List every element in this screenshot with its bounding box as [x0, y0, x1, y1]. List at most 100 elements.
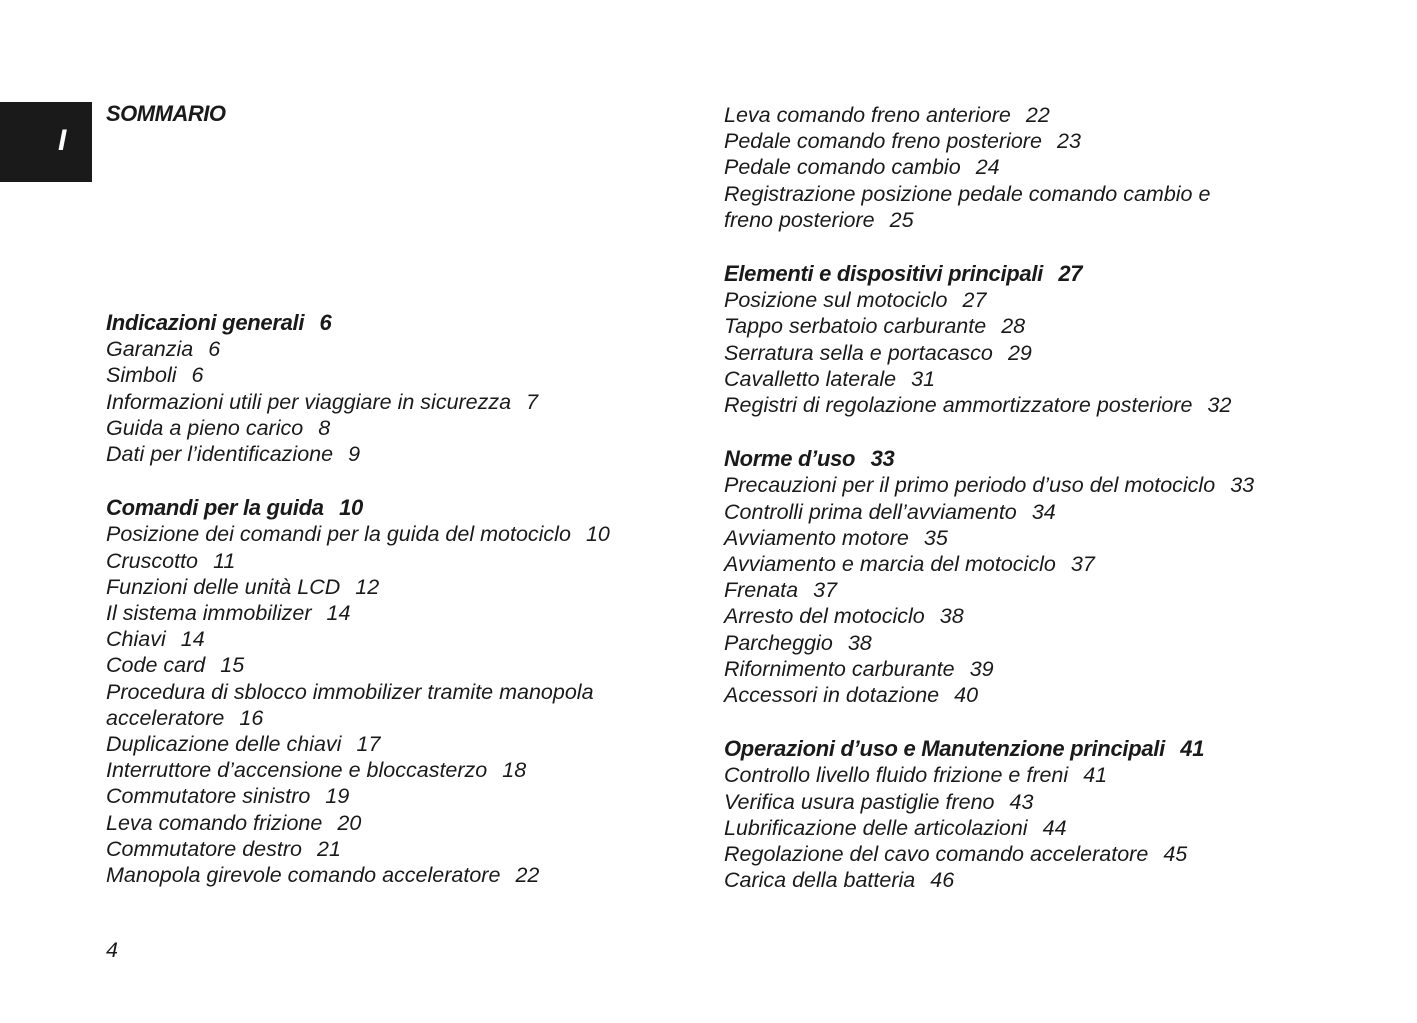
toc-entry[interactable]: Chiavi 14 — [106, 626, 610, 652]
entry-title: Rifornimento carburante — [724, 656, 955, 681]
entry-title: Pedale comando cambio — [724, 155, 961, 180]
entry-title: Registrazione posizione pedale comando c… — [724, 181, 1211, 232]
toc-entry[interactable]: Simboli 6 — [106, 362, 610, 388]
entry-title: Procedura di sblocco immobilizer tramite… — [106, 679, 594, 730]
toc-entry[interactable]: Accessori in dotazione 40 — [724, 682, 1254, 708]
toc-entry[interactable]: Controlli prima dell’avviamento 34 — [724, 499, 1254, 525]
entry-title: Il sistema immobilizer — [106, 601, 312, 626]
toc-entry[interactable]: Parcheggio 38 — [724, 630, 1254, 656]
entry-page: 8 — [318, 415, 331, 440]
entry-title: Commutatore sinistro — [106, 784, 311, 809]
toc-entry[interactable]: Code card 15 — [106, 652, 610, 678]
toc-entry[interactable]: Commutatore destro 21 — [106, 836, 610, 862]
entry-title: Pedale comando freno posteriore — [724, 129, 1042, 154]
entry-page: 10 — [585, 522, 610, 547]
toc-entry[interactable]: Rifornimento carburante 39 — [724, 656, 1254, 682]
toc-entry[interactable]: Duplicazione delle chiavi 17 — [106, 731, 610, 757]
entry-title: Dati per l’identificazione — [106, 442, 334, 467]
tab-letter: I — [58, 124, 67, 157]
toc-entry[interactable]: Pedale comando cambio 24 — [724, 154, 1254, 180]
section-heading[interactable]: Norme d’uso 33 — [724, 446, 1254, 472]
section-heading[interactable]: Elementi e dispositivi principali 27 — [724, 261, 1254, 287]
toc-section: Indicazioni generali 6 Garanzia 6 Simboli 6 In… — [106, 310, 610, 467]
entry-page: 33 — [1230, 473, 1255, 498]
toc-entry[interactable]: Garanzia 6 — [106, 336, 610, 362]
entry-page: 29 — [1007, 340, 1032, 365]
entry-title: Avviamento e marcia del motociclo — [724, 552, 1056, 577]
toc-entry[interactable]: Controllo livello fluido frizione e fren… — [724, 762, 1254, 788]
entry-title: Verifica usura pastiglie freno — [724, 789, 995, 814]
toc-right-column: Leva comando freno anteriore 22 Pedale com… — [724, 102, 1254, 921]
entry-title: Arresto del motociclo — [724, 604, 925, 629]
entry-title: Duplicazione delle chiavi — [106, 732, 342, 757]
entry-page: 35 — [923, 525, 948, 550]
toc-section: Comandi per la guida 10 Posizione dei coma… — [106, 495, 610, 888]
toc-section: Leva comando freno anteriore 22 Pedale com… — [724, 102, 1254, 233]
entry-title: Leva comando freno anteriore — [724, 103, 1011, 127]
toc-entry[interactable]: Arresto del motociclo 38 — [724, 603, 1254, 629]
entry-page: 43 — [1009, 789, 1034, 814]
section-page: 33 — [870, 446, 895, 472]
toc-entry[interactable]: Dati per l’identificazione 9 — [106, 441, 610, 467]
toc-entry[interactable]: Avviamento e marcia del motociclo 37 — [724, 551, 1254, 577]
entry-title: Parcheggio — [724, 630, 833, 655]
entry-title: Regolazione del cavo comando accelerator… — [724, 842, 1149, 867]
toc-entry[interactable]: Carica della batteria 46 — [724, 867, 1254, 893]
entry-page: 25 — [889, 207, 914, 232]
entry-title: Code card — [106, 653, 206, 678]
toc-entry[interactable]: Funzioni delle unità LCD 12 — [106, 574, 610, 600]
toc-entry[interactable]: Registri di regolazione ammortizzatore p… — [724, 392, 1254, 418]
section-heading[interactable]: Indicazioni generali 6 — [106, 310, 610, 336]
entry-title: Chiavi — [106, 627, 166, 652]
section-heading[interactable]: Comandi per la guida 10 — [106, 495, 610, 521]
entry-page: 6 — [191, 363, 204, 388]
section-heading[interactable]: Operazioni d’uso e Manutenzione principa… — [724, 736, 1254, 762]
toc-entry[interactable]: Registrazione posizione pedale comando c… — [724, 181, 1254, 233]
section-page: 41 — [1180, 736, 1205, 762]
toc-entry[interactable]: Procedura di sblocco immobilizer tramite… — [106, 679, 610, 731]
toc-entry[interactable]: Tappo serbatoio carburante 28 — [724, 313, 1254, 339]
toc-entry[interactable]: Interruttore d’accensione e bloccasterzo… — [106, 757, 610, 783]
entry-page: 9 — [348, 442, 361, 467]
toc-entry[interactable]: Cavalletto laterale 31 — [724, 366, 1254, 392]
toc-entry[interactable]: Informazioni utili per viaggiare in sicu… — [106, 389, 610, 415]
entry-page: 21 — [317, 836, 341, 861]
entry-title: Funzioni delle unità LCD — [106, 574, 341, 599]
entry-title: Tappo serbatoio carburante — [724, 314, 987, 339]
toc-entry[interactable]: Precauzioni per il primo periodo d’uso d… — [724, 472, 1254, 498]
toc-entry[interactable]: Lubrificazione delle articolazioni 44 — [724, 815, 1254, 841]
toc-entry[interactable]: Posizione sul motociclo 27 — [724, 287, 1254, 313]
toc-entry[interactable]: Avviamento motore 35 — [724, 525, 1254, 551]
section-title: Elementi e dispositivi principali — [724, 261, 1043, 287]
entry-page: 23 — [1056, 129, 1081, 154]
entry-page: 28 — [1001, 314, 1026, 339]
toc-entry[interactable]: Verifica usura pastiglie freno 43 — [724, 789, 1254, 815]
entry-page: 6 — [208, 337, 221, 362]
toc-entry[interactable]: Frenata 37 — [724, 577, 1254, 603]
toc-entry[interactable]: Commutatore sinistro 19 — [106, 783, 610, 809]
toc-entry[interactable]: Guida a pieno carico 8 — [106, 415, 610, 441]
entry-page: 22 — [1025, 103, 1050, 127]
entry-title: Leva comando frizione — [106, 810, 323, 835]
toc-entry[interactable]: Leva comando frizione 20 — [106, 810, 610, 836]
toc-entry[interactable]: Posizione dei comandi per la guida del m… — [106, 521, 610, 547]
toc-entry[interactable]: Cruscotto 11 — [106, 548, 610, 574]
entry-page: 38 — [939, 604, 964, 629]
toc-entry[interactable]: Manopola girevole comando acceleratore 22 — [106, 862, 610, 888]
entry-title: Precauzioni per il primo periodo d’uso d… — [724, 473, 1216, 498]
toc-entry[interactable]: Serratura sella e portacasco 29 — [724, 340, 1254, 366]
section-page: 27 — [1058, 261, 1083, 287]
entry-page: 7 — [526, 389, 539, 414]
entry-title: Serratura sella e portacasco — [724, 340, 993, 365]
section-title: Indicazioni generali — [106, 310, 305, 335]
toc-entry[interactable]: Regolazione del cavo comando accelerator… — [724, 841, 1254, 867]
toc-entry[interactable]: Leva comando freno anteriore 22 — [724, 102, 1254, 128]
toc-entry[interactable]: Il sistema immobilizer 14 — [106, 600, 610, 626]
entry-page: 27 — [962, 288, 987, 313]
toc-entry[interactable]: Pedale comando freno posteriore 23 — [724, 128, 1254, 154]
toc-section: Elementi e dispositivi principali 27 Posiz… — [724, 261, 1254, 418]
toc-section: Operazioni d’uso e Manutenzione principa… — [724, 736, 1254, 893]
page-title: SOMMARIO — [106, 101, 226, 126]
entry-page: 44 — [1042, 815, 1067, 840]
entry-page: 14 — [180, 627, 205, 652]
